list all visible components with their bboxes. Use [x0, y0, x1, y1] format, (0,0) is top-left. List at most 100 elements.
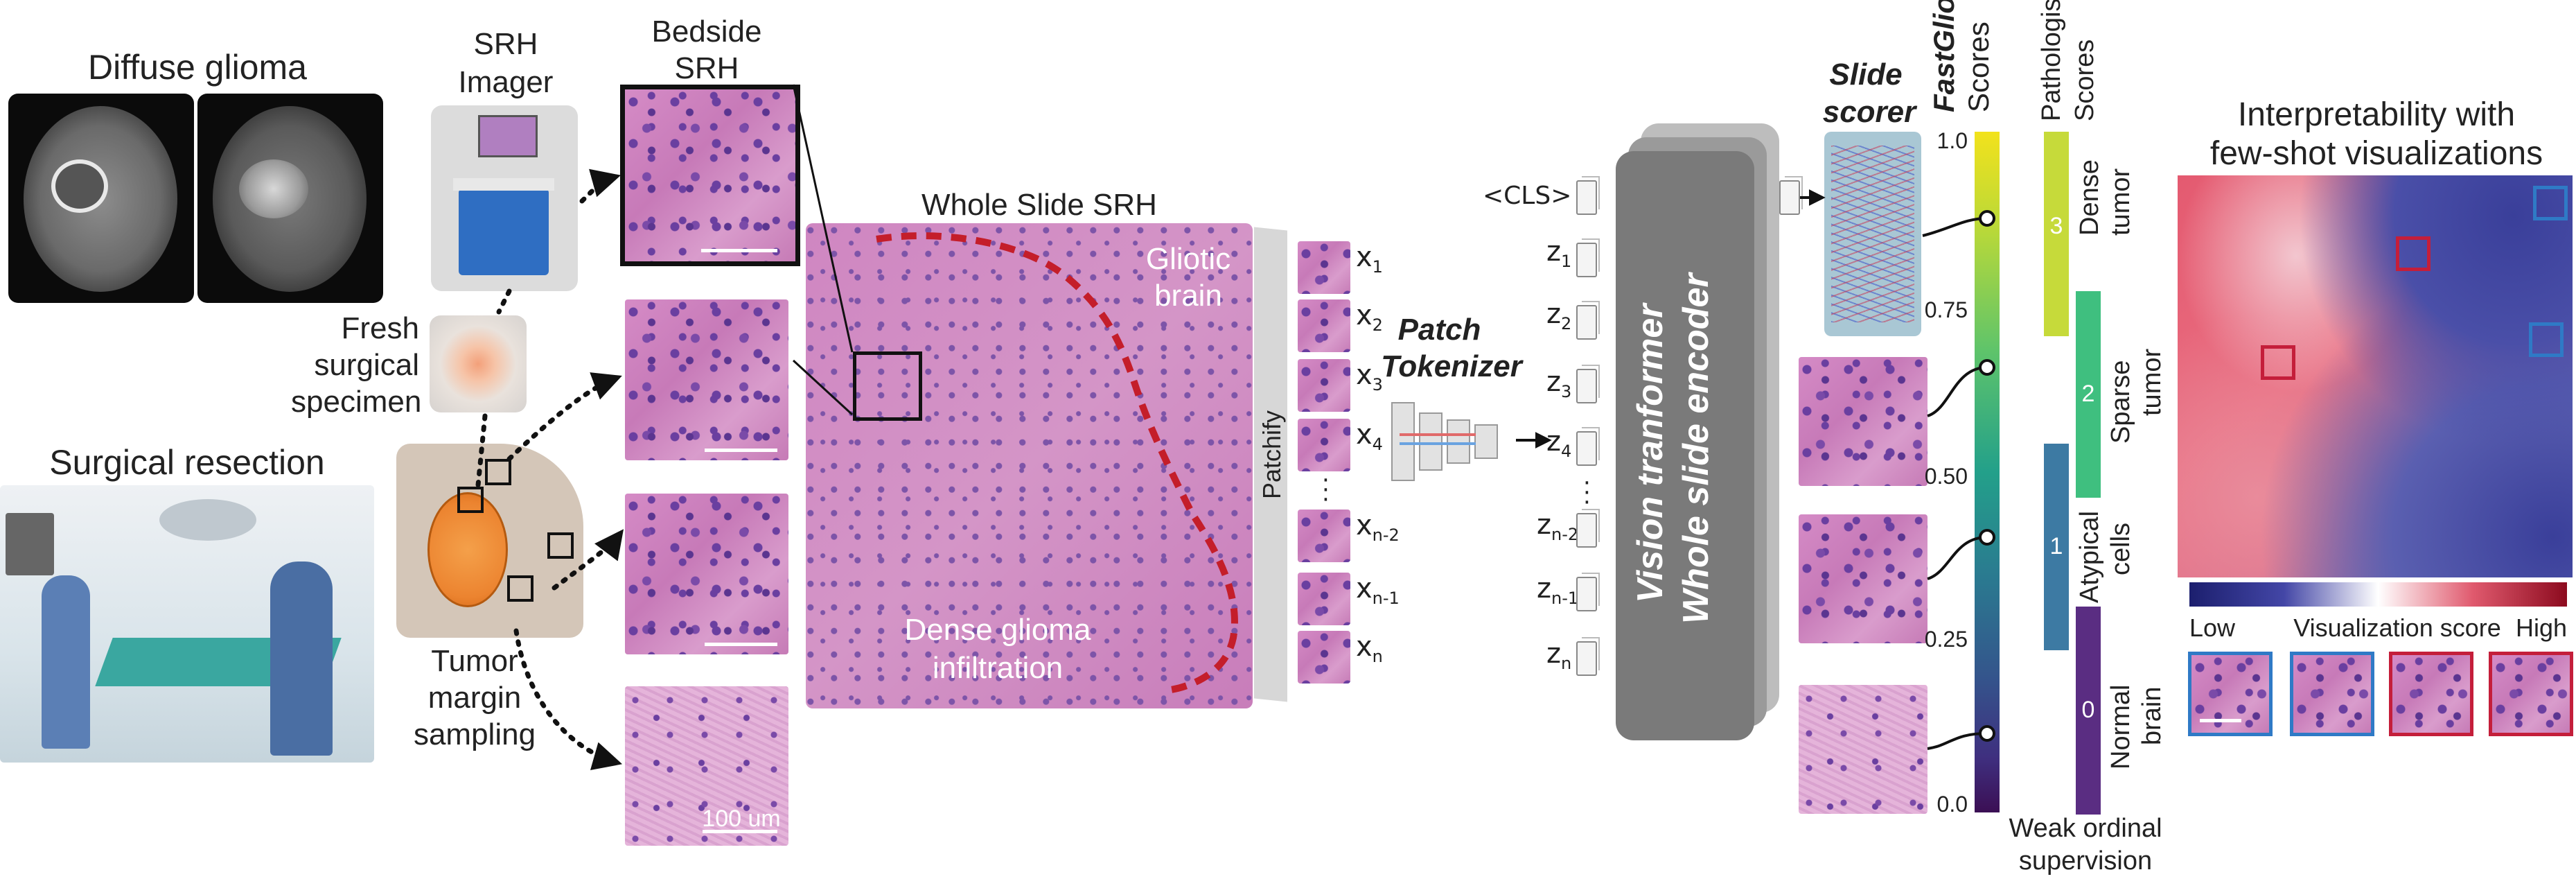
wsi-dense-2: infiltration: [932, 651, 1064, 685]
token-label: zn-1: [1537, 573, 1579, 608]
arrow-margin-to-patch-2: [506, 372, 622, 462]
bedside-title-2: SRH: [674, 51, 739, 85]
patch-tile: [1298, 359, 1350, 412]
token-dots: · · ·: [1583, 469, 1591, 516]
token-box: [1576, 509, 1600, 548]
specimen-line3: specimen: [291, 385, 422, 419]
bedside-scale-label: 100 um: [702, 806, 781, 832]
low-score-tile: [2290, 652, 2374, 736]
tumor-border: [876, 232, 1238, 693]
fast-tick: 0.0: [1937, 792, 1968, 817]
fast-tick: 0.75: [1924, 297, 1968, 322]
mri-title: Diffuse glioma: [88, 48, 307, 87]
patch-label: x4: [1356, 419, 1383, 454]
supervision-line1: Weak ordinal: [2009, 814, 2162, 843]
token-label: zn-2: [1537, 509, 1579, 544]
fast-tick: 1.0: [1937, 128, 1968, 153]
patch-label: xn: [1356, 631, 1383, 666]
whole-slide-srh: [806, 223, 1253, 708]
category-bar-atypical: [2044, 444, 2069, 650]
token-label: z1: [1546, 236, 1572, 271]
category-num: 2: [2081, 381, 2095, 407]
token-box: [1576, 637, 1600, 676]
visualization-colorbar: [2189, 582, 2567, 607]
bedside-title-1: Bedside: [651, 15, 762, 49]
specimen-line2: surgical: [314, 348, 419, 382]
specimen-photo: [430, 315, 527, 412]
bedside-patch-3: [625, 494, 788, 654]
patch-tile: [1298, 241, 1350, 294]
cls-token: [1576, 176, 1600, 215]
token-label: zn: [1546, 638, 1572, 673]
fast-tick: 0.25: [1924, 627, 1968, 652]
slide-scorer-network: [1824, 132, 1921, 336]
patch-to-bar-connector: [1927, 536, 1988, 580]
patch-dots: · · ·: [1322, 467, 1330, 514]
scorer-line1: Slide: [1829, 58, 1903, 92]
low-score-tile: [2188, 652, 2273, 736]
score-marker: [1979, 359, 1995, 376]
score-marker: [1979, 210, 1995, 227]
high-score-tile: [2489, 652, 2573, 736]
arrow-margin-to-patch-3: [552, 529, 624, 591]
token-label: z2: [1546, 298, 1572, 333]
mri-image-2: [197, 94, 383, 303]
tokenizer-network-icon: [1391, 395, 1516, 485]
fast-tick: 0.50: [1924, 464, 1968, 489]
score-marker: [1979, 725, 1995, 742]
patch-to-bar-connector: [1927, 366, 1988, 417]
wsi-gliotic-2: brain: [1154, 279, 1222, 313]
token-box: [1576, 365, 1600, 403]
arrow-margin-to-patch-4: [513, 628, 623, 770]
token-box: [1576, 427, 1600, 466]
patch-label: xn-2: [1356, 510, 1400, 545]
scorer-line2: scorer: [1822, 95, 1916, 129]
fast-colorbar: [1975, 132, 2000, 812]
specimen-line1: Fresh: [341, 311, 419, 345]
margin-line2: margin: [427, 681, 522, 715]
wsi-gliotic-1: Gliotic: [1145, 242, 1231, 276]
interp-title-2: few-shot visualizations: [2209, 135, 2543, 172]
score-patch: [1799, 685, 1927, 814]
mri-image-1: [8, 94, 194, 303]
high-score-tile: [2389, 652, 2473, 736]
zoom-line: [792, 359, 854, 416]
patch-tile: [1298, 631, 1350, 684]
srh-imager-photo: [431, 105, 578, 291]
patch-label: x2: [1356, 299, 1383, 335]
surgery-photo: [0, 485, 374, 763]
brain-margin-sketch: [396, 444, 583, 638]
dotted-imager-link: [496, 288, 512, 315]
margin-line3: sampling: [413, 717, 536, 751]
encoder-block: [1616, 151, 1754, 740]
category-num: 3: [2049, 213, 2063, 239]
tokenizer-line2: Tokenizer: [1381, 349, 1522, 383]
patch-label: x1: [1356, 241, 1383, 277]
zoom-line: [792, 84, 854, 353]
score-marker: [1979, 529, 1995, 546]
cls-token-label: <CLS>: [1483, 182, 1572, 210]
margin-line1: Tumor: [431, 644, 518, 678]
patch-tile: [1298, 573, 1350, 625]
imager-title-2: Imager: [458, 65, 554, 99]
patch-tile: [1298, 299, 1350, 352]
bedside-patch-2: [625, 299, 788, 460]
interpretability-heatmap: [2178, 175, 2573, 577]
interp-high: High: [2515, 613, 2567, 642]
patch-label: xn-1: [1356, 573, 1400, 608]
category-num: 1: [2049, 533, 2063, 559]
dotted-specimen-link: [475, 413, 488, 488]
wsi-dense-1: Dense glioma: [904, 613, 1091, 647]
interp-mid: Visualization score: [2293, 613, 2501, 642]
tokenizer-line1: Patch: [1397, 313, 1481, 347]
resection-title: Surgical resection: [49, 443, 325, 482]
patch-to-bar-connector: [1927, 732, 1988, 750]
token-box: [1576, 573, 1600, 611]
bedside-patch-1: [620, 85, 800, 266]
arrow-imager-to-bedside: [579, 168, 621, 204]
interp-low: Low: [2189, 613, 2236, 642]
patch-tile: [1298, 510, 1350, 562]
scorer-input-token: [1779, 176, 1803, 215]
interp-title-1: Interpretability with: [2237, 96, 2516, 133]
